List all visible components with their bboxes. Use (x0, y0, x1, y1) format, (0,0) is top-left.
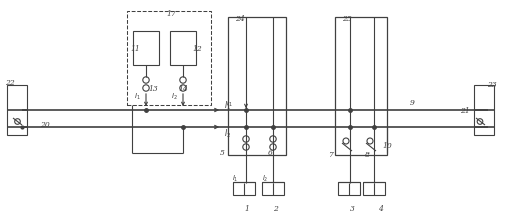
Text: 7: 7 (328, 151, 333, 159)
Text: 5: 5 (220, 149, 225, 157)
Text: 17: 17 (166, 10, 176, 18)
Text: 8: 8 (365, 151, 370, 159)
Text: 10: 10 (382, 142, 392, 150)
Text: $I_2$: $I_2$ (262, 174, 269, 184)
Bar (170, 31, 196, 65)
Text: 1: 1 (244, 205, 249, 213)
Text: 3: 3 (350, 205, 355, 213)
Text: 13: 13 (148, 85, 158, 93)
Text: $I_1$: $I_1$ (232, 174, 238, 184)
Text: 12: 12 (192, 45, 202, 53)
Bar (262, 182, 284, 195)
Text: $I_2$: $I_2$ (171, 92, 178, 102)
Text: $I_1$: $I_1$ (134, 92, 140, 102)
Bar (338, 182, 360, 195)
Bar (228, 17, 286, 155)
Bar (233, 182, 255, 195)
Text: 20: 20 (40, 121, 50, 129)
Bar (127, 11, 211, 105)
Text: 14: 14 (178, 85, 188, 93)
Text: 21: 21 (460, 107, 470, 115)
Text: 24: 24 (235, 15, 245, 23)
Text: 6: 6 (268, 149, 273, 157)
Text: 25: 25 (342, 15, 352, 23)
Text: 9: 9 (410, 99, 415, 107)
Bar (474, 85, 494, 135)
Text: 11: 11 (130, 45, 140, 53)
Text: $I_1$: $I_1$ (226, 99, 233, 109)
Text: 2: 2 (273, 205, 278, 213)
Bar (7, 85, 27, 135)
Text: 22: 22 (5, 79, 15, 87)
Bar (133, 31, 159, 65)
Text: $I_1$: $I_1$ (224, 99, 231, 112)
Text: 4: 4 (378, 205, 383, 213)
Bar (363, 182, 385, 195)
Bar (335, 17, 387, 155)
Text: 23: 23 (487, 81, 497, 89)
Text: $I_2$: $I_2$ (224, 128, 231, 140)
